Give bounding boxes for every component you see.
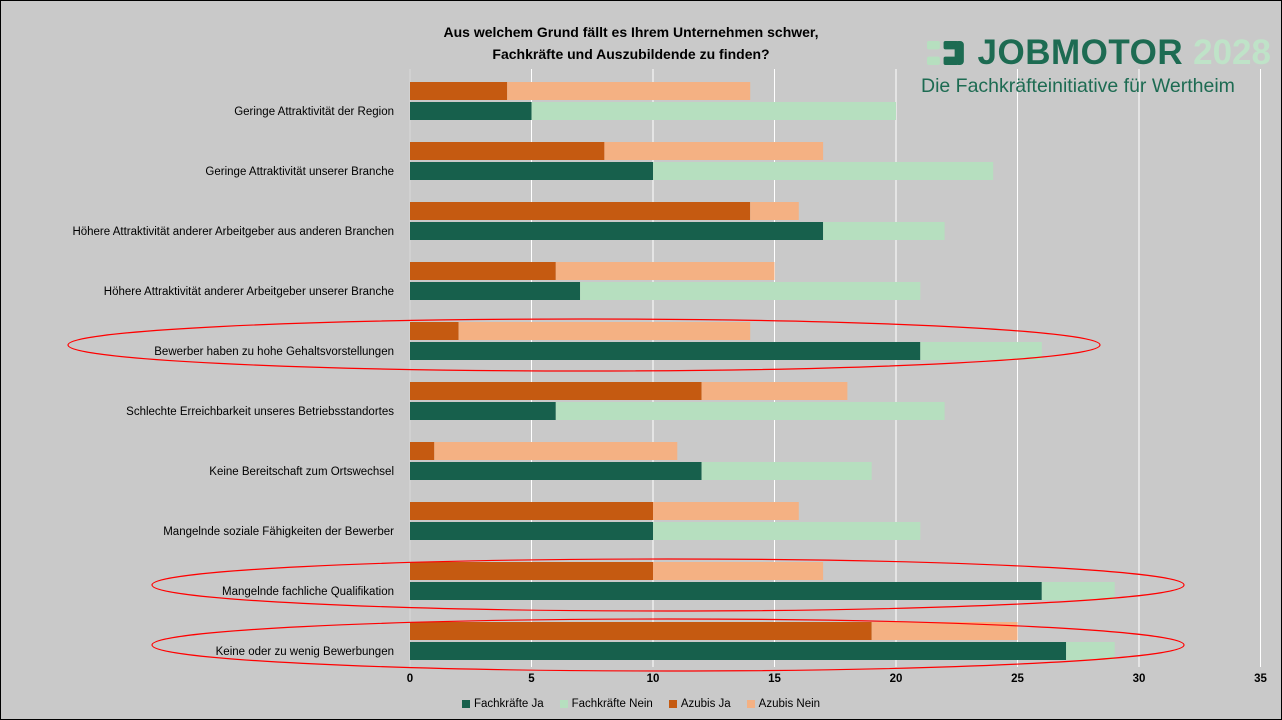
category-label-keine-oder-zu-wenig-bewerbungen: Keine oder zu wenig Bewerbungen	[216, 646, 394, 658]
logo-subtitle: Die Fachkräfteinitiative für Wertheim	[921, 75, 1235, 97]
bar-fachkraefte-ja-mangelnde-fachliche-qualifikation	[410, 582, 1042, 600]
jobmotor-logo-icon	[927, 41, 964, 65]
x-tick-label-20: 20	[890, 673, 903, 685]
bar-azubis-nein-hoehere-attraktivitaet-anderer-arbeitgeber-aus-anderen-branchen	[750, 202, 799, 220]
bar-fachkraefte-ja-schlechte-erreichbarkeit-unseres-betriebsstandortes	[410, 402, 556, 420]
x-tick-label-35: 35	[1254, 673, 1267, 685]
bar-azubis-ja-schlechte-erreichbarkeit-unseres-betriebsstandortes	[410, 382, 702, 400]
highlight-ellipse-mangelnde-fachliche-qualifikation	[151, 558, 1185, 612]
bar-fachkraefte-nein-hoehere-attraktivitaet-anderer-arbeitgeber-unserer-branche	[580, 282, 921, 300]
legend-item-azubis-nein: Azubis Nein	[746, 698, 821, 710]
category-label-bewerber-haben-zu-hohe-gehaltsvorstellungen: Bewerber haben zu hohe Gehaltsvorstellun…	[154, 346, 394, 358]
bar-fachkraefte-nein-schlechte-erreichbarkeit-unseres-betriebsstandortes	[555, 402, 945, 420]
bar-azubis-ja-keine-bereitschaft-zum-ortswechsel	[410, 442, 435, 460]
bar-azubis-nein-bewerber-haben-zu-hohe-gehaltsvorstellungen	[458, 322, 751, 340]
logo-year: 2028	[1193, 33, 1271, 72]
logo-wordmark: JOBMOTOR	[977, 33, 1184, 72]
legend-swatch-fachkraefte-ja	[461, 700, 470, 708]
bar-fachkraefte-ja-bewerber-haben-zu-hohe-gehaltsvorstellungen	[410, 342, 921, 360]
legend-item-fachkraefte-ja: Fachkräfte Ja	[461, 698, 544, 710]
legend-swatch-fachkraefte-nein	[559, 700, 568, 708]
bar-azubis-nein-mangelnde-fachliche-qualifikation	[653, 562, 824, 580]
category-label-geringe-attraktivitaet-unserer-branche: Geringe Attraktivität unserer Branche	[205, 166, 394, 178]
bar-azubis-ja-mangelnde-soziale-faehigkeiten-der-bewerber	[410, 502, 653, 520]
bar-azubis-ja-geringe-attraktivitaet-unserer-branche	[410, 142, 605, 160]
bar-azubis-ja-mangelnde-fachliche-qualifikation	[410, 562, 653, 580]
legend-label-fachkraefte-nein: Fachkräfte Nein	[571, 698, 653, 710]
bar-fachkraefte-ja-geringe-attraktivitaet-der-region	[410, 102, 532, 120]
bar-azubis-nein-keine-oder-zu-wenig-bewerbungen	[871, 622, 1018, 640]
x-tick-label-15: 15	[768, 673, 781, 685]
highlight-ellipse-bewerber-haben-zu-hohe-gehaltsvorstellungen	[67, 318, 1101, 372]
legend-label-fachkraefte-ja: Fachkräfte Ja	[473, 698, 544, 710]
bar-fachkraefte-nein-hoehere-attraktivitaet-anderer-arbeitgeber-aus-anderen-branchen	[823, 222, 945, 240]
bar-fachkraefte-ja-geringe-attraktivitaet-unserer-branche	[410, 162, 653, 180]
bar-azubis-nein-hoehere-attraktivitaet-anderer-arbeitgeber-unserer-branche	[555, 262, 775, 280]
bar-fachkraefte-nein-geringe-attraktivitaet-unserer-branche	[653, 162, 994, 180]
legend-label-azubis-nein: Azubis Nein	[758, 698, 821, 710]
jobmotor-logo: JOBMOTOR 2028 Die Fachkräfteinitiative f…	[901, 33, 1271, 98]
x-tick-label-30: 30	[1133, 673, 1146, 685]
bar-fachkraefte-ja-mangelnde-soziale-faehigkeiten-der-bewerber	[410, 522, 653, 540]
x-tick-label-0: 0	[407, 673, 413, 685]
bar-azubis-ja-hoehere-attraktivitaet-anderer-arbeitgeber-unserer-branche	[410, 262, 556, 280]
bar-azubis-ja-keine-oder-zu-wenig-bewerbungen	[410, 622, 872, 640]
legend-swatch-azubis-ja	[668, 700, 677, 708]
category-labels: Geringe Attraktivität der Region Geringe …	[72, 106, 394, 658]
x-tick-label-25: 25	[1011, 673, 1024, 685]
chart-title-line-2: Fachkräfte und Auszubildende zu finden?	[492, 46, 770, 62]
category-label-mangelnde-fachliche-qualifikation: Mangelnde fachliche Qualifikation	[222, 586, 394, 598]
bar-azubis-nein-geringe-attraktivitaet-der-region	[507, 82, 751, 100]
bar-azubis-nein-mangelnde-soziale-faehigkeiten-der-bewerber	[653, 502, 799, 520]
chart-legend: Fachkräfte Ja Fachkräfte Nein Azubis Ja Azu…	[1, 698, 1281, 710]
highlight-ellipses	[67, 318, 1185, 672]
bar-fachkraefte-ja-keine-bereitschaft-zum-ortswechsel	[410, 462, 702, 480]
bar-fachkraefte-nein-geringe-attraktivitaet-der-region	[531, 102, 896, 120]
bar-fachkraefte-ja-hoehere-attraktivitaet-anderer-arbeitgeber-unserer-branche	[410, 282, 581, 300]
bar-azubis-ja-geringe-attraktivitaet-der-region	[410, 82, 508, 100]
category-label-mangelnde-soziale-faehigkeiten-der-bewerber: Mangelnde soziale Fähigkeiten der Bewerb…	[163, 526, 394, 538]
bar-fachkraefte-nein-bewerber-haben-zu-hohe-gehaltsvorstellungen	[920, 342, 1042, 360]
chart-title: Aus welchem Grund fällt es Ihrem Unterne…	[301, 21, 961, 65]
category-label-geringe-attraktivitaet-der-region: Geringe Attraktivität der Region	[234, 106, 394, 118]
legend-label-azubis-ja: Azubis Ja	[680, 698, 731, 710]
legend-swatch-azubis-nein	[746, 700, 755, 708]
logo-row: JOBMOTOR 2028	[901, 33, 1271, 73]
bar-fachkraefte-nein-keine-oder-zu-wenig-bewerbungen	[1066, 642, 1115, 660]
bar-fachkraefte-nein-mangelnde-soziale-faehigkeiten-der-bewerber	[653, 522, 921, 540]
category-label-schlechte-erreichbarkeit-unseres-betriebsstandortes: Schlechte Erreichbarkeit unseres Betrieb…	[126, 406, 394, 418]
category-label-keine-bereitschaft-zum-ortswechsel: Keine Bereitschaft zum Ortswechsel	[209, 466, 394, 478]
category-label-hoehere-attraktivitaet-anderer-arbeitgeber-unserer-branche: Höhere Attraktivität anderer Arbeitgeber…	[104, 286, 394, 298]
bar-azubis-ja-hoehere-attraktivitaet-anderer-arbeitgeber-aus-anderen-branchen	[410, 202, 751, 220]
legend-item-azubis-ja: Azubis Ja	[668, 698, 731, 710]
bar-azubis-nein-schlechte-erreichbarkeit-unseres-betriebsstandortes	[701, 382, 848, 400]
chart-title-line-1: Aus welchem Grund fällt es Ihrem Unterne…	[443, 24, 819, 40]
bar-azubis-ja-bewerber-haben-zu-hohe-gehaltsvorstellungen	[410, 322, 459, 340]
bar-fachkraefte-nein-mangelnde-fachliche-qualifikation	[1041, 582, 1115, 600]
bar-fachkraefte-ja-keine-oder-zu-wenig-bewerbungen	[410, 642, 1067, 660]
category-label-hoehere-attraktivitaet-anderer-arbeitgeber-aus-anderen-branchen: Höhere Attraktivität anderer Arbeitgeber…	[72, 226, 394, 238]
bar-azubis-nein-keine-bereitschaft-zum-ortswechsel	[434, 442, 678, 460]
bar-fachkraefte-nein-keine-bereitschaft-zum-ortswechsel	[701, 462, 872, 480]
x-tick-label-5: 5	[528, 673, 535, 685]
bar-azubis-nein-geringe-attraktivitaet-unserer-branche	[604, 142, 824, 160]
legend-item-fachkraefte-nein: Fachkräfte Nein	[559, 698, 653, 710]
x-axis-ticks: 0 5 10 15 20 25 30 35	[407, 673, 1268, 685]
x-tick-label-10: 10	[647, 673, 660, 685]
highlight-ellipse-keine-oder-zu-wenig-bewerbungen	[151, 618, 1185, 672]
bar-fachkraefte-ja-hoehere-attraktivitaet-anderer-arbeitgeber-aus-anderen-branchen	[410, 222, 824, 240]
bars	[410, 82, 1115, 660]
